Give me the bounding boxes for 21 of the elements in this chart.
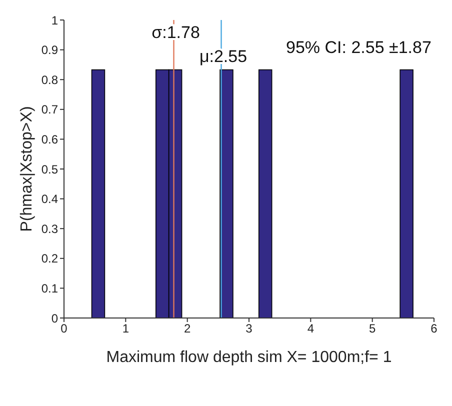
y-tick-label: 0.7 [41,102,58,117]
x-tick-label: 2 [184,322,191,336]
y-tick-label: 0.8 [41,72,58,87]
x-tick-label: 3 [246,322,253,336]
y-tick-label: 0.6 [41,132,58,146]
y-tick-label: 0.9 [41,43,58,58]
y-tick-label: 0 [51,311,58,326]
x-tick-label: 6 [430,322,438,336]
x-tick-label: 5 [368,322,376,336]
y-tick-label: 0.3 [41,222,58,236]
x-axis-title: Maximum flow depth sim X= 1000m;f= 1 [106,349,392,366]
annotation: 95% CI: 2.55 ±1.87 [286,38,432,58]
x-tick-label: 1 [122,322,130,336]
y-axis-title: P(hmax|Xstop>X) [18,106,36,232]
y-tick-label: 0.4 [41,192,58,206]
x-tick-label: 0 [60,322,68,336]
y-tick-label: 0.1 [41,281,58,296]
x-tick-label: 4 [307,322,314,336]
y-tick-label: 0.5 [41,162,58,176]
y-tick-label: 0.2 [41,252,58,266]
y-tick-label: 1 [51,13,58,28]
